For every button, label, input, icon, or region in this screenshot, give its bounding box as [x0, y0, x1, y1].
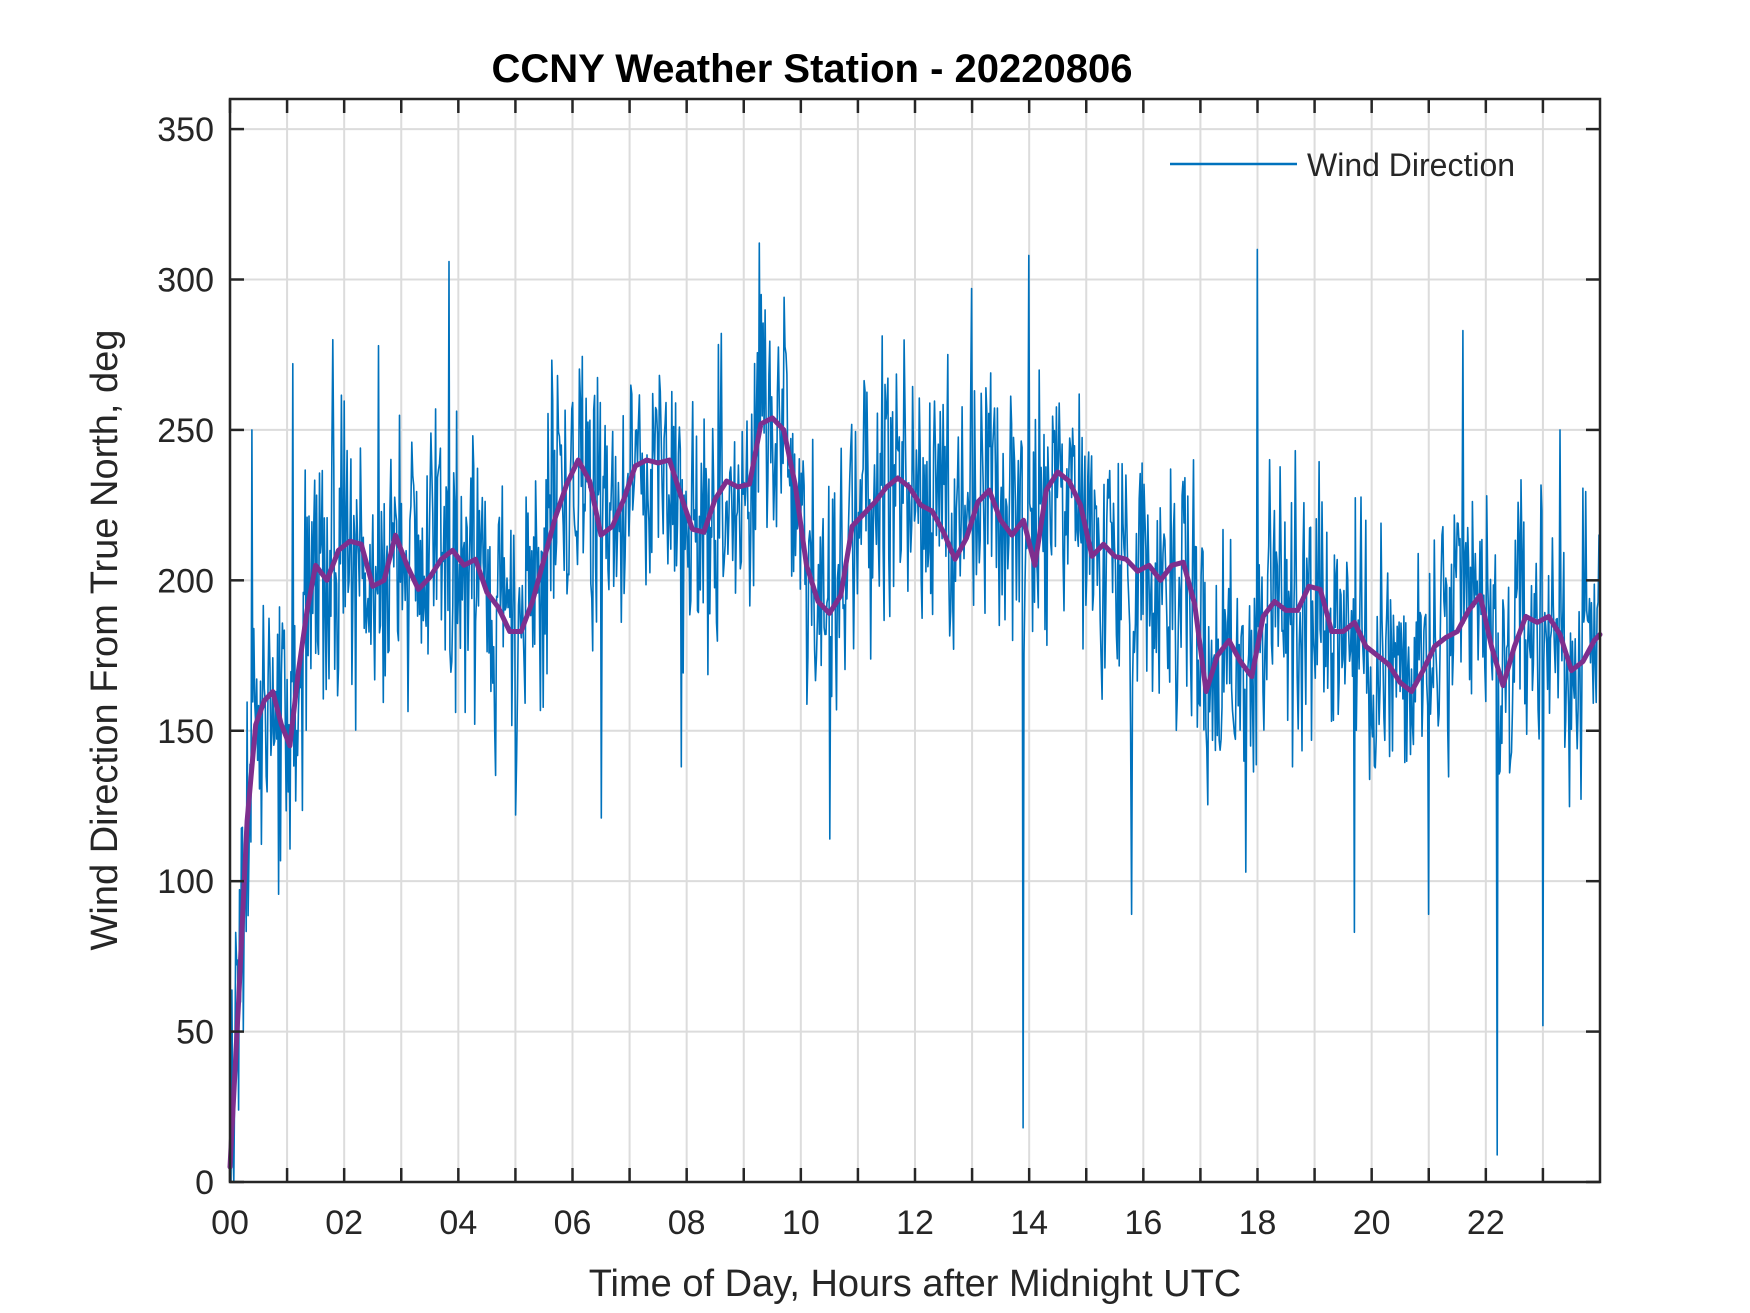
- x-tick-label: 22: [1467, 1204, 1505, 1242]
- wind-direction-line: [229, 242, 1601, 1183]
- x-axis-label: Time of Day, Hours after Midnight UTC: [589, 1263, 1242, 1305]
- smoothed-series: [227, 415, 1603, 1170]
- x-tick-label: 04: [439, 1204, 477, 1242]
- x-tick-label: 02: [325, 1204, 363, 1242]
- y-axis-label: Wind Direction From True North, deg: [84, 330, 126, 951]
- y-tick-label: 200: [157, 562, 214, 600]
- smoothed-wind-direction-line: [227, 415, 1603, 1170]
- plot-area: [227, 97, 1603, 1184]
- raw-series: [229, 242, 1601, 1183]
- x-tick-label: 20: [1353, 1204, 1391, 1242]
- y-tick-label: 100: [157, 863, 214, 901]
- y-tick-label: 250: [157, 412, 214, 450]
- y-tick-label: 350: [157, 111, 214, 149]
- x-tick-label: 06: [554, 1204, 592, 1242]
- chart-title: CCNY Weather Station - 20220806: [492, 47, 1133, 91]
- y-tick-label: 150: [157, 713, 214, 751]
- x-tick-label: 14: [1010, 1204, 1048, 1242]
- x-tick-label: 12: [896, 1204, 934, 1242]
- x-tick-label: 18: [1239, 1204, 1277, 1242]
- x-tick-label: 08: [668, 1204, 706, 1242]
- tick-marks: [228, 99, 1600, 1184]
- legend-label-wind-direction: Wind Direction: [1307, 147, 1515, 183]
- y-tick-labels: 0 50 100 150 200 250 300 350: [157, 111, 214, 1202]
- y-tick-label: 0: [195, 1164, 214, 1202]
- y-tick-label: 50: [176, 1014, 214, 1052]
- x-tick-label: 00: [211, 1204, 249, 1242]
- x-tick-labels: 00 02 04 06 08 10 12 14 16 18 20 22: [211, 1204, 1505, 1242]
- x-tick-label: 10: [782, 1204, 820, 1242]
- y-tick-label: 300: [157, 262, 214, 300]
- legend: Wind Direction: [1170, 147, 1515, 183]
- x-tick-label: 16: [1124, 1204, 1162, 1242]
